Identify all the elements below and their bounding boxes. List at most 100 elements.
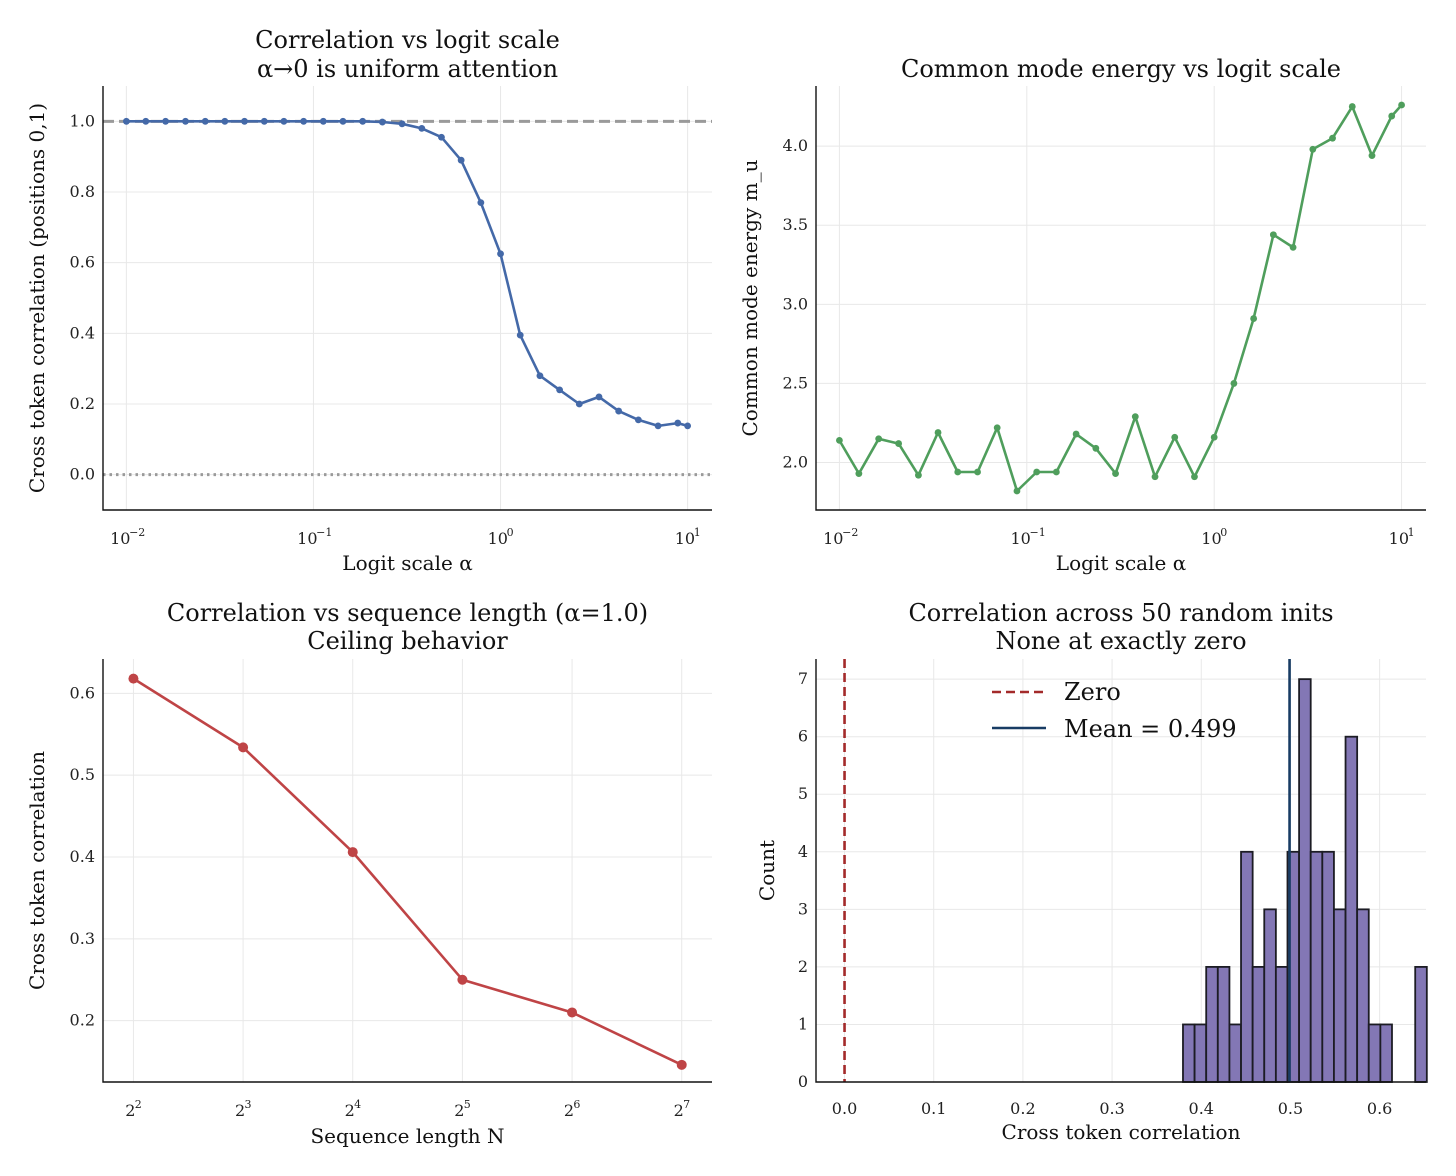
y-axis-label: Common mode energy m_u [738,159,762,436]
y-tick-label: 0.6 [70,253,95,272]
data-point [128,673,139,684]
data-point [1388,112,1396,120]
x-tick-label: 2 [454,1101,464,1120]
y-tick-label: 0.5 [70,765,95,784]
x-tick-label: 10 [488,529,508,548]
data-point [993,424,1001,432]
data-point [241,117,248,125]
chart-title: Correlation vs logit scale [255,26,560,54]
x-tick-exponent: −2 [129,526,145,539]
data-point [1151,473,1159,481]
data-point [1013,487,1021,495]
histogram-bar [1344,735,1359,1083]
x-tick-exponent: 6 [573,1098,580,1111]
histogram-bar [1414,965,1428,1083]
data-point [875,435,883,443]
x-axis-label: Logit scale α [1056,551,1186,575]
data-point [974,468,981,476]
data-point [595,393,603,401]
y-tick-label: 3.5 [783,215,808,234]
y-tick-label: 2 [798,957,808,976]
histogram-bar [1205,965,1219,1083]
y-tick-label: 0.4 [70,847,95,866]
x-tick-exponent: 4 [354,1098,361,1111]
legend: Zero Mean = 0.499 [992,678,1237,743]
y-tick-label: 6 [798,727,808,746]
energy-line [838,104,1403,493]
x-tick-exponent: 3 [244,1098,251,1111]
data-point [359,117,367,125]
histogram-bar [1356,908,1370,1083]
data-point [1269,231,1277,239]
data-point [676,1059,687,1070]
data-point [1033,468,1041,476]
histogram-bar [1274,965,1289,1083]
data-point [182,117,189,125]
x-tick-exponent: 1 [1408,526,1415,539]
data-point [457,974,468,985]
data-point [1052,468,1060,476]
data-point [615,407,623,415]
histogram-bar [1228,1023,1242,1083]
data-point [516,331,524,339]
data-point [654,422,662,430]
x-tick-label: 2 [345,1101,355,1120]
data-point [1210,433,1218,441]
y-axis-label: Cross token correlation (positions 0,1) [25,103,49,493]
chart-title: Correlation vs sequence length (α=1.0) [167,599,648,627]
x-tick-label: 2 [564,1101,574,1120]
chart-title: Correlation across 50 random inits [908,599,1333,627]
y-tick-label: 2.5 [783,373,808,392]
data-point [1289,243,1297,251]
data-point [398,120,406,128]
data-point [954,468,962,476]
axis-spines [815,659,1426,1083]
data-point [221,117,229,125]
data-point [1230,380,1238,387]
axis-spines [815,86,1426,511]
chart-title: Common mode energy vs logit scale [901,55,1341,83]
data-point [347,847,358,858]
x-tick-label: 10 [297,529,317,548]
y-tick-label: 3 [798,899,808,918]
data-point [674,419,682,427]
y-axis-label: Count [755,840,779,901]
data-point [836,436,843,444]
x-tick-label: 0.5 [1278,1099,1303,1118]
y-tick-label: 0.0 [70,465,95,484]
data-point [567,1007,578,1018]
data-point [418,124,426,132]
data-point [1329,134,1336,142]
data-point [1072,430,1080,438]
x-tick-label: 10 [110,529,130,548]
x-tick-exponent: 0 [507,526,514,539]
x-tick-label: 2 [125,1101,135,1120]
y-tick-label: 1.0 [70,111,95,130]
y-tick-label: 5 [798,784,808,803]
y-tick-label: 0 [798,1072,808,1091]
data-point [684,422,692,430]
histogram-bar [1251,965,1266,1083]
histogram-bar [1321,850,1335,1083]
x-tick-exponent: −1 [316,526,332,539]
histogram-bar [1367,1023,1382,1083]
x-tick-exponent: −1 [1030,526,1046,539]
x-axis-label: Sequence length N [310,1124,504,1148]
data-point [915,471,922,479]
data-point [1398,101,1405,109]
x-tick-label: 10 [1011,529,1031,548]
data-point [142,117,150,125]
histogram-bar [1379,1023,1393,1083]
data-point [280,117,288,125]
histogram-bar [1193,1023,1208,1083]
x-tick-label: 10 [1201,529,1221,548]
x-tick-label: 10 [675,529,695,548]
y-tick-label: 0.8 [70,182,95,201]
y-tick-label: 0.6 [70,683,95,702]
x-tick-exponent: 1 [694,526,701,539]
y-tick-label: 0.4 [70,323,95,342]
chart-title: None at exactly zero [995,627,1246,655]
x-tick-label: 10 [823,529,843,548]
chart-title: α→0 is uniform attention [257,55,558,83]
